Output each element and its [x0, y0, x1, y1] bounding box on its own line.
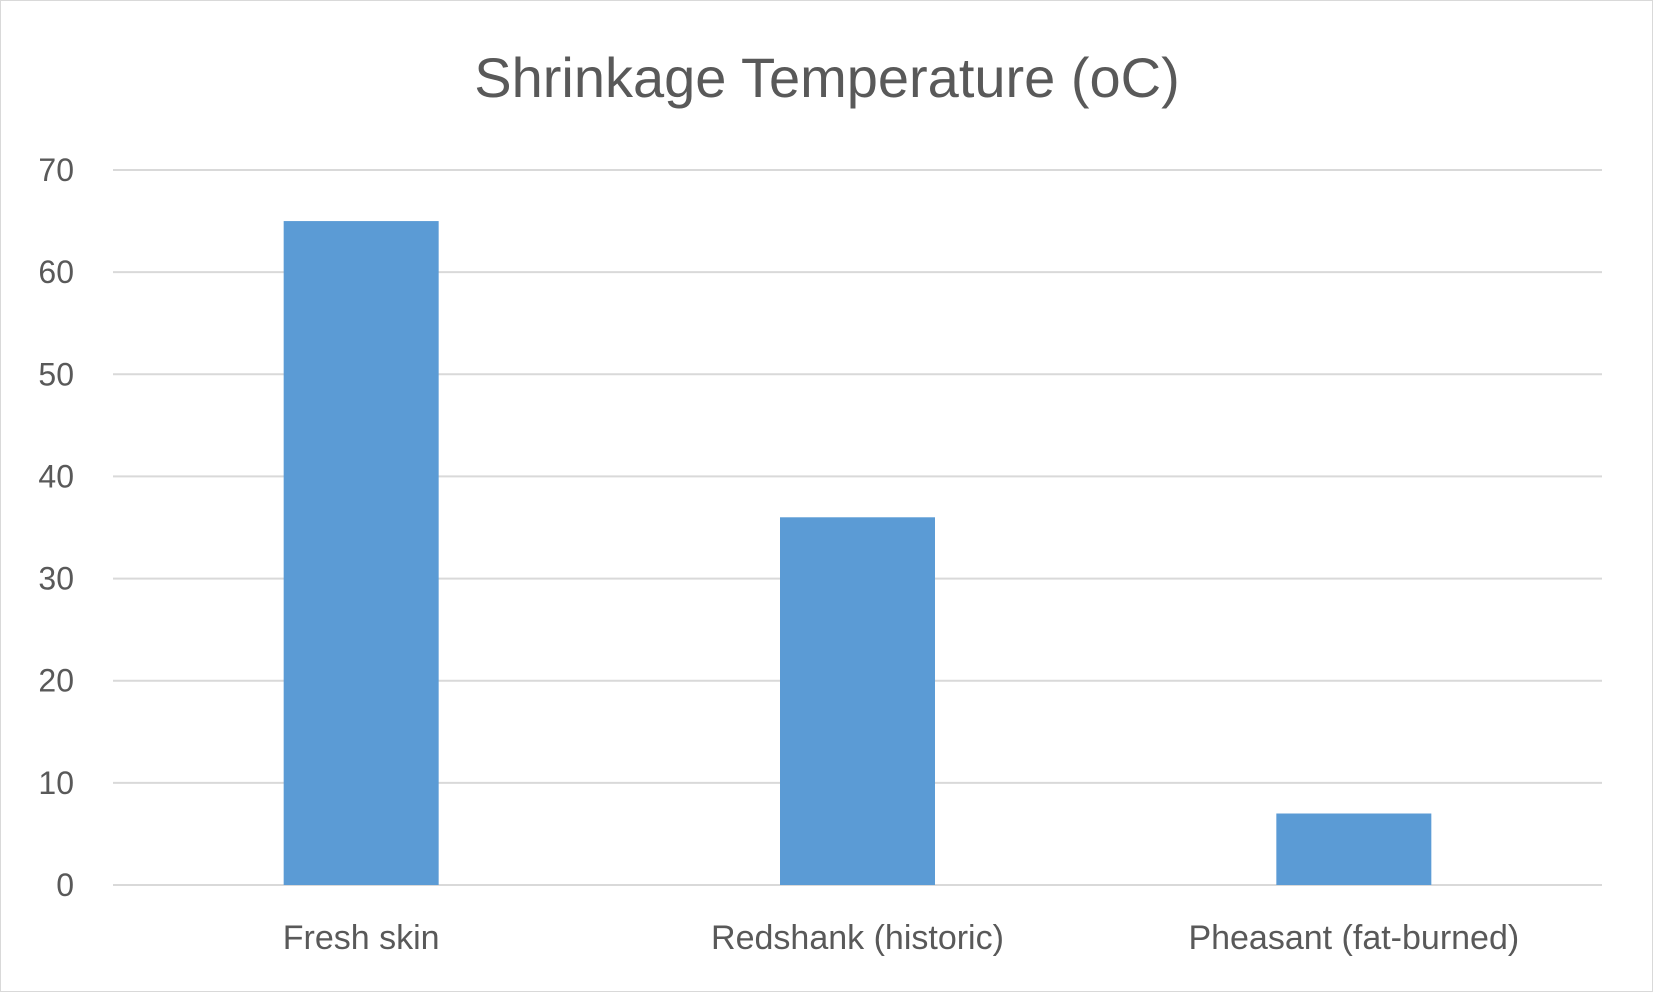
y-tick-label: 20: [38, 663, 74, 699]
chart-title: Shrinkage Temperature (oC): [474, 46, 1180, 109]
bars: [283, 221, 1432, 886]
y-tick-label: 0: [56, 867, 74, 903]
x-category-label: Redshank (historic): [711, 919, 1004, 957]
y-axis-tick-labels: 0 10 20 30 40 50 60 70: [38, 152, 74, 903]
y-tick-label: 50: [38, 356, 74, 392]
x-category-label: Pheasant (fat-burned): [1188, 919, 1519, 957]
y-tick-label: 40: [38, 458, 74, 494]
y-tick-label: 70: [38, 152, 74, 188]
y-tick-label: 60: [38, 254, 74, 290]
y-tick-label: 10: [38, 765, 74, 801]
bar-0: [283, 221, 439, 886]
x-category-label: Fresh skin: [283, 919, 440, 957]
bar-1: [780, 517, 935, 885]
x-axis-category-labels: Fresh skin Redshank (historic) Pheasant (f…: [283, 919, 1519, 957]
y-tick-label: 30: [38, 561, 74, 597]
bar-2: [1276, 813, 1432, 885]
